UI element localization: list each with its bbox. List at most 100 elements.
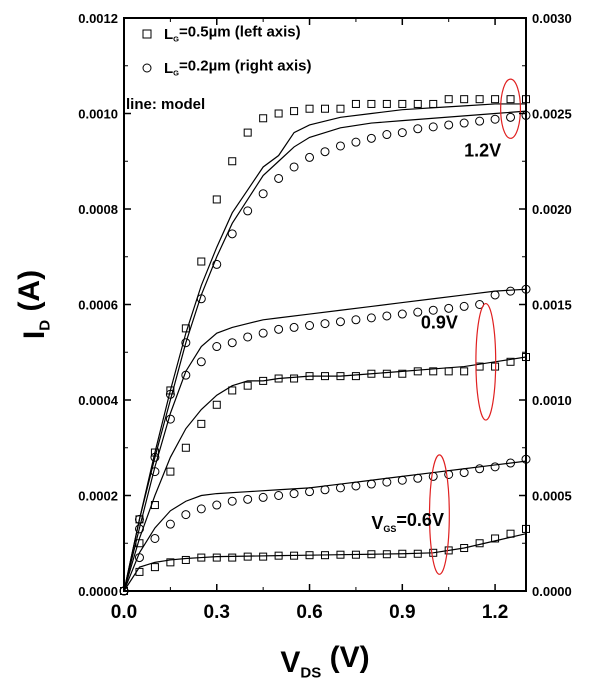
square-marker xyxy=(460,95,469,104)
square-marker xyxy=(351,372,360,381)
circle-marker xyxy=(475,116,485,126)
y-right-tick-label: 0.0030 xyxy=(532,11,572,26)
square-marker xyxy=(197,419,206,428)
circle-marker xyxy=(258,189,268,199)
circle-marker xyxy=(459,301,469,311)
circle-marker xyxy=(196,294,206,304)
square-marker xyxy=(460,544,469,553)
square-marker xyxy=(398,549,407,558)
y-axis-title-main: I xyxy=(18,331,51,339)
circle-marker xyxy=(490,290,500,300)
legend: LG=0.5µm (left axis)LG=0.2µm (right axis… xyxy=(126,23,311,113)
square-marker xyxy=(150,501,159,510)
plot-background xyxy=(124,18,526,591)
circle-marker xyxy=(397,128,407,138)
square-marker xyxy=(243,381,252,390)
square-marker xyxy=(336,372,345,381)
circle-marker xyxy=(274,491,284,500)
x-tick-label: 0.9 xyxy=(389,602,415,623)
legend-square-marker xyxy=(142,29,152,39)
circle-marker xyxy=(444,469,454,479)
square-marker xyxy=(305,551,314,560)
data-markers xyxy=(119,95,531,596)
y-left-tick-label: 0.0008 xyxy=(78,202,118,217)
circle-marker xyxy=(243,332,253,342)
circle-marker xyxy=(351,315,361,325)
circle-marker xyxy=(289,322,299,332)
circle-marker xyxy=(428,122,438,132)
circle-marker xyxy=(289,489,299,499)
square-marker xyxy=(321,372,329,381)
square-marker xyxy=(382,99,391,108)
y-right-tick-label: 0.0025 xyxy=(532,107,572,122)
square-marker xyxy=(367,369,376,378)
square-marker xyxy=(429,548,438,557)
vgs-label-06-rest: =0.6V xyxy=(396,510,444,530)
square-marker xyxy=(166,558,175,567)
square-marker xyxy=(506,357,515,366)
square-marker xyxy=(413,367,422,376)
axis-titles: VDS (V) ID (A) xyxy=(13,270,370,681)
x-axis-title-main: V xyxy=(280,646,300,679)
square-marker xyxy=(336,550,345,559)
x-axis-title-sub: DS xyxy=(300,664,321,681)
circle-marker xyxy=(351,137,361,147)
square-marker xyxy=(259,376,268,385)
square-marker xyxy=(290,551,299,560)
y-right-tick-label: 0.0010 xyxy=(532,393,572,408)
model-line-12-left xyxy=(123,110,527,592)
y-right-tick-label: 0.0005 xyxy=(532,489,572,504)
y-right-tick-label: 0.0020 xyxy=(532,202,572,217)
x-tick-label: 1.2 xyxy=(482,602,508,623)
legend-label-lg02: LG=0.2µm (right axis) xyxy=(164,57,311,77)
legend-label-lg05-sub: G xyxy=(173,35,179,44)
square-marker xyxy=(321,551,329,560)
x-axis-title: VDS (V) xyxy=(280,641,369,682)
square-marker xyxy=(382,369,391,378)
circle-marker xyxy=(366,133,376,143)
square-marker xyxy=(367,550,376,559)
circle-marker xyxy=(459,118,469,128)
square-marker xyxy=(290,374,299,383)
circle-marker xyxy=(428,305,438,315)
square-marker xyxy=(228,157,237,166)
square-marker xyxy=(321,104,329,113)
circle-marker xyxy=(181,338,191,348)
circle-marker xyxy=(150,452,160,462)
y-left-tick-label: 0.0000 xyxy=(78,584,118,599)
highlight-ellipse-3 xyxy=(428,454,450,575)
circle-marker xyxy=(212,259,222,269)
square-marker xyxy=(228,386,237,395)
square-marker xyxy=(351,550,360,559)
circle-marker xyxy=(382,477,392,487)
circle-marker xyxy=(165,519,175,529)
y-left-tick-label: 0.0012 xyxy=(78,11,118,26)
square-marker xyxy=(290,107,299,116)
series-square-09 xyxy=(120,353,530,595)
plot-area xyxy=(124,18,526,591)
circle-marker xyxy=(506,458,516,468)
circle-marker xyxy=(227,229,237,239)
series-circle-12 xyxy=(119,110,531,596)
circle-marker xyxy=(134,514,144,524)
square-marker xyxy=(398,369,407,378)
square-marker xyxy=(491,95,500,104)
square-marker xyxy=(506,95,515,104)
square-marker xyxy=(212,195,221,204)
legend-label-lg02-main: L xyxy=(164,60,173,77)
circle-marker xyxy=(444,120,454,130)
square-marker xyxy=(506,529,515,538)
circle-marker xyxy=(506,112,516,122)
square-marker xyxy=(135,539,144,548)
x-tick-label: 0.6 xyxy=(296,602,322,623)
circle-marker xyxy=(258,492,268,502)
square-marker xyxy=(475,539,484,548)
square-marker xyxy=(197,257,206,266)
y-axis-title: ID (A) xyxy=(13,270,54,339)
circle-marker xyxy=(444,303,454,313)
circle-marker xyxy=(196,504,206,514)
circle-marker xyxy=(258,328,268,338)
circle-marker xyxy=(397,475,407,485)
circle-marker xyxy=(289,162,299,172)
